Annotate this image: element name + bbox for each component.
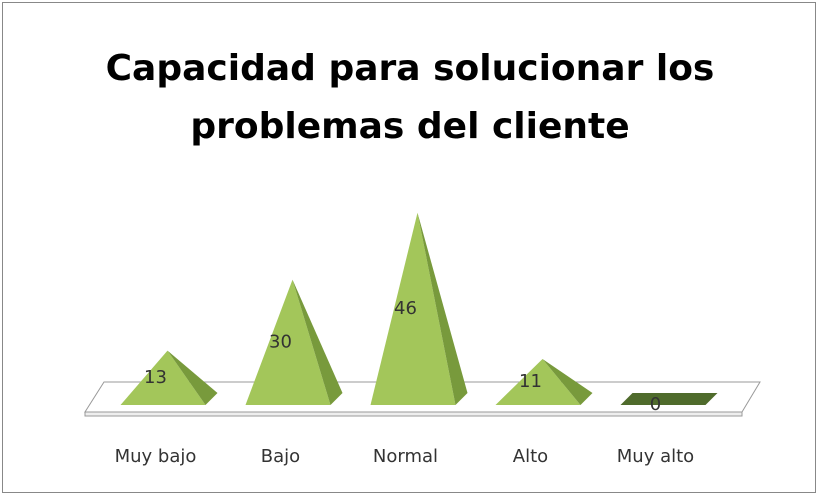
pyramid [620,393,718,405]
pyramid [495,359,593,405]
pyramid-left-face [120,350,206,405]
floor-edge [84,411,743,417]
data-label: 11 [519,371,542,392]
pyramid-right-face [167,350,218,405]
pyramid-left-face [245,279,331,405]
data-label: 13 [144,367,167,388]
pyramid [120,350,218,405]
pyramid [370,212,468,405]
data-label: 46 [394,298,417,319]
chart-title: Capacidad para solucionar los problemas … [105,48,715,147]
x-tick-label: Alto [513,446,548,467]
x-tick-label: Bajo [261,446,300,467]
pyramid-left-face [370,212,456,405]
pyramid-left-face [495,359,581,405]
pyramid-right-face [542,359,593,405]
pyramid-base [620,393,718,405]
pyramid [245,279,343,405]
x-tick-label: Normal [373,446,438,467]
pyramid-right-face [417,212,468,405]
x-tick-label: Muy bajo [115,446,197,467]
x-tick-label: Muy alto [617,446,694,467]
pyramid-right-face [292,279,343,405]
data-label: 0 [650,394,661,415]
data-label: 30 [269,331,292,352]
